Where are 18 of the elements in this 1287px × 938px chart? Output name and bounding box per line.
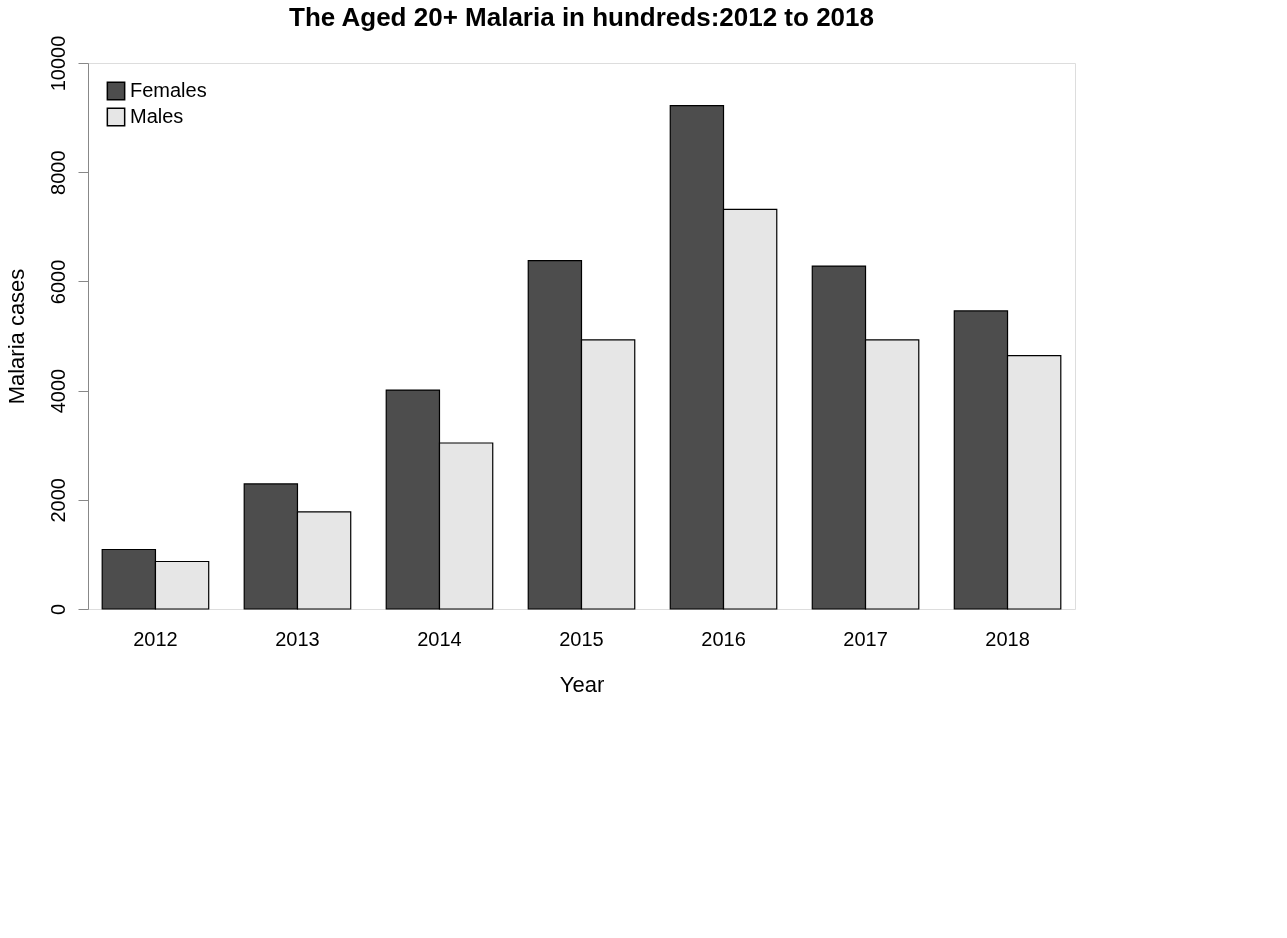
x-tick-label: 2018 <box>985 627 1030 650</box>
y-tick-label: 0 <box>46 603 69 616</box>
x-tick-label: 2017 <box>843 627 888 650</box>
x-tick-label: 2016 <box>701 627 746 650</box>
x-tick-label: 2015 <box>559 627 604 650</box>
y-tick-label: 8000 <box>46 150 69 195</box>
y-axis-title: Malaria cases <box>3 268 29 405</box>
y-tick-label: 10000 <box>46 35 69 92</box>
x-tick-label: 2014 <box>417 627 462 650</box>
x-axis-title: Year <box>559 671 605 697</box>
x-tick-label: 2012 <box>133 627 178 650</box>
x-tick-label: 2013 <box>275 627 320 650</box>
legend-label: Females <box>130 79 207 101</box>
legend-label: Males <box>130 105 184 127</box>
y-tick-label: 2000 <box>46 478 69 523</box>
y-tick-label: 4000 <box>46 368 69 414</box>
chart-title: The Aged 20+ Malaria in hundreds:2012 to 2018 <box>289 2 874 33</box>
y-tick-label: 6000 <box>46 259 69 305</box>
